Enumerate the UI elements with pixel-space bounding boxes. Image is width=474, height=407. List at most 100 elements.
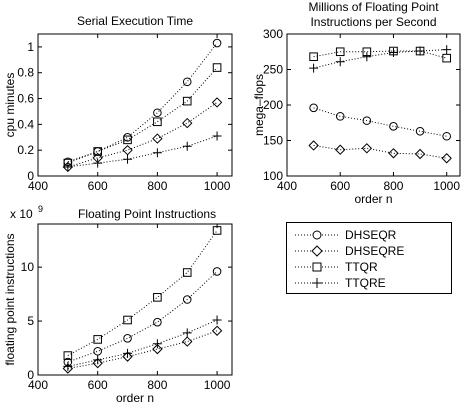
panel3-data-point-dhseqre <box>182 336 193 347</box>
panel2-data-point-dhseqre <box>335 144 346 155</box>
panel1-data-point-ttqre <box>123 154 133 164</box>
panel3-data-point-dhseqre <box>62 363 74 374</box>
panel2-x-tick-label: 600 <box>330 179 350 193</box>
panel3-data-point-dhseqre <box>152 343 163 355</box>
panel1-y-tick-label: 0.8 <box>17 66 34 80</box>
panel2-series-line-dhseqr <box>313 107 447 137</box>
legend-item-ttqr: TTQR <box>287 259 451 275</box>
panel2-data-point-ttqr <box>335 47 345 57</box>
panel3-data-point-ttqr <box>63 351 73 360</box>
square-marker-icon <box>295 262 339 272</box>
plus-marker-icon <box>295 278 339 288</box>
panel1-y-axis-label: cpu minutes <box>3 73 17 138</box>
panel1-data-point-ttqre <box>152 148 162 158</box>
panel3-x-axis-label: order n <box>116 391 154 405</box>
panel3-data-point-ttqr <box>123 315 132 325</box>
panel2-title-line: Instructions per Second <box>310 15 436 29</box>
panel2-data-point-dhseqr <box>389 122 398 131</box>
panel3-data-point-ttqr <box>153 293 162 302</box>
panel3-data-point-ttqr <box>212 226 222 235</box>
panel2-y-tick-label: 250 <box>263 63 283 77</box>
panel3-series-line-dhseqre <box>67 330 218 370</box>
legend-label-dhseqr: DHSEQR <box>345 228 397 242</box>
panel1-x-tick-label: 600 <box>88 179 108 193</box>
panel1-y-tick-label: 0.2 <box>17 143 34 157</box>
panel1-data-point-dhseqr <box>153 108 162 118</box>
panel2-data-point-dhseqre <box>388 148 399 159</box>
panel3-data-point-dhseqr <box>153 317 162 327</box>
panel3-series-line-ttqr <box>67 230 218 357</box>
panel1-data-point-dhseqre <box>122 144 133 156</box>
panel1-series-line-dhseqre <box>67 102 218 168</box>
panel3-series-line-ttqre <box>67 319 218 367</box>
panel3-y-tick-label: 0 <box>27 368 34 382</box>
panel1-series-line-ttqr <box>67 67 218 164</box>
panel3-data-point-ttqre <box>63 361 73 371</box>
panel1-data-point-ttqr <box>212 63 222 72</box>
legend-item-ttqre: TTQRE <box>287 275 451 291</box>
panel3-x-tick-label: 400 <box>28 378 48 392</box>
panel1-axes-frame <box>37 33 233 177</box>
panel2-y-tick-label: 200 <box>263 98 283 112</box>
panel3-data-point-ttqr <box>93 335 102 344</box>
panel3-data-point-dhseqre <box>211 325 223 336</box>
panel2-x-axis-label: order n <box>354 192 392 206</box>
panel2-y-tick-label: 150 <box>263 134 283 148</box>
panel2-x-tick-label: 400 <box>277 179 297 193</box>
panel2-title-line: Millions of Floating Point <box>308 0 439 14</box>
panel3-x-tick-label: 600 <box>88 378 108 392</box>
panel3-data-point-dhseqr <box>212 267 222 276</box>
panel2-data-point-ttqr <box>442 53 451 63</box>
panel3-data-point-ttqre <box>93 355 103 365</box>
panel1-data-point-dhseqr <box>212 38 222 48</box>
circle-marker-icon <box>295 230 339 240</box>
panel3-data-point-ttqre <box>212 315 222 325</box>
panel2-data-point-ttqr <box>309 52 318 62</box>
panel3-exponent: 9 <box>38 204 43 214</box>
panel2-y-axis-label: mega–flops <box>252 74 266 136</box>
legend-label-dhseqre: DHSEQRE <box>345 244 405 258</box>
panel3-series-line-dhseqr <box>67 271 218 363</box>
panel2-data-point-ttqre <box>388 47 398 57</box>
legend-label-ttqr: TTQR <box>345 260 378 274</box>
panel2-data-point-dhseqre <box>361 143 373 154</box>
panel2-data-point-dhseqre <box>441 153 452 164</box>
panel2-data-point-dhseqr <box>442 131 451 141</box>
panel1-x-tick-label: 400 <box>28 179 48 193</box>
panel3-data-point-dhseqre <box>122 351 133 362</box>
panel3-y-tick-label: 10 <box>21 260 35 274</box>
panel2-data-point-dhseqre <box>308 140 319 151</box>
panel3-x-tick-label: 1000 <box>204 378 231 392</box>
panel2-data-point-ttqre <box>442 45 452 55</box>
panel1-data-point-ttqre <box>182 141 192 151</box>
panel2-data-point-dhseqre <box>414 148 426 160</box>
panel1-data-point-dhseqre <box>182 117 193 129</box>
panel3-data-point-dhseqre <box>92 357 103 369</box>
panel3-data-point-ttqre <box>152 339 162 349</box>
panel1-y-tick-label: 0.4 <box>17 117 34 131</box>
panel3-y-tick-label: 5 <box>27 314 34 328</box>
panel3-data-point-dhseqr <box>182 295 192 304</box>
panel1-y-tick-label: 1 <box>27 40 34 54</box>
panel1-data-point-dhseqr <box>182 77 192 87</box>
panel3-data-point-ttqre <box>182 328 192 338</box>
panel3-title: Floating Point Instructions <box>78 207 216 221</box>
panel2-data-point-dhseqr <box>309 103 318 113</box>
panel2-y-tick-label: 100 <box>263 169 283 183</box>
panel2-series-line-dhseqre <box>313 144 447 159</box>
panel3-data-point-ttqre <box>123 348 133 358</box>
panel1-data-point-ttqr <box>182 96 192 106</box>
panel2-axes-frame <box>286 33 461 177</box>
panel1-data-point-dhseqre <box>211 97 223 108</box>
panel2-data-point-ttqre <box>362 52 372 62</box>
panel1-y-tick-label: 0 <box>27 169 34 183</box>
panel2-data-point-dhseqr <box>335 112 345 121</box>
panel3-axes-frame <box>37 223 233 376</box>
panel1-y-tick-label: 0.6 <box>17 92 34 106</box>
panel1-data-point-dhseqre <box>152 133 163 144</box>
panel2-data-point-dhseqr <box>362 116 372 125</box>
panel3-x-tick-label: 800 <box>147 378 167 392</box>
panel1-x-tick-label: 800 <box>147 179 167 193</box>
panel1-x-tick-label: 1000 <box>204 179 231 193</box>
